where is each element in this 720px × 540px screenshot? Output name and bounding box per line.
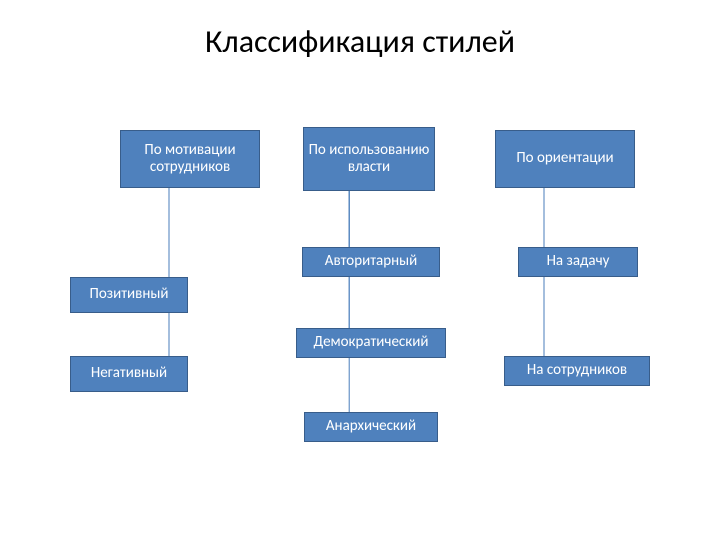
node-c3a: На задачу — [518, 247, 638, 277]
node-c1b: Негативный — [70, 356, 188, 392]
edge-cat2-c2c — [304, 191, 349, 427]
edge-cat3-c3b — [504, 188, 544, 371]
node-cat1: По мотивации сотрудников — [120, 130, 260, 188]
node-c1a: Позитивный — [70, 277, 188, 313]
slide: Классификация стилей По мотивации сотруд… — [0, 0, 720, 540]
node-cat3: По ориентации — [495, 130, 635, 188]
node-c2c: Анархический — [304, 412, 438, 442]
node-cat2: По использованию власти — [303, 127, 435, 191]
node-c2b: Демократический — [296, 328, 446, 358]
node-c3b: На сотрудников — [504, 356, 650, 386]
node-c2a: Авторитарный — [302, 247, 440, 277]
